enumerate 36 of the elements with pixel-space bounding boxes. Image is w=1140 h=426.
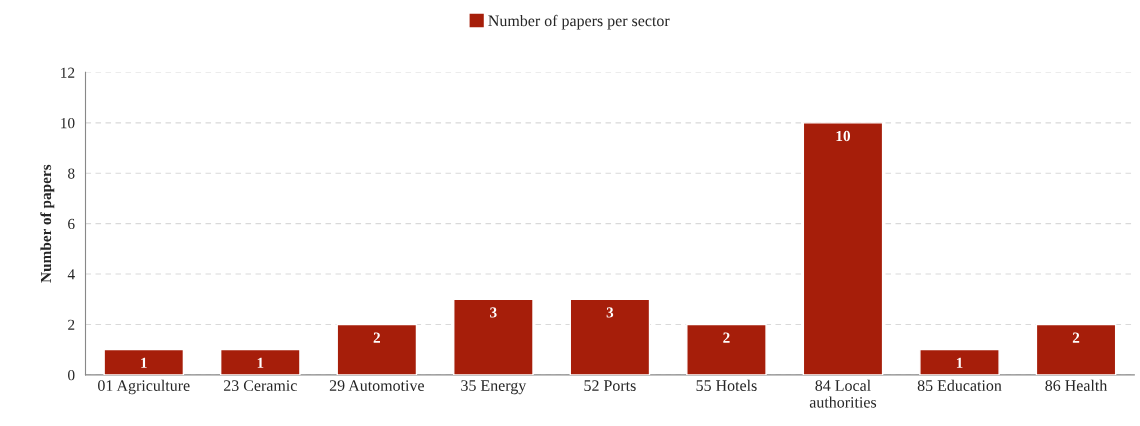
data-label: 2 bbox=[1072, 332, 1080, 343]
data-label: 3 bbox=[490, 307, 497, 318]
bar bbox=[919, 348, 1000, 375]
x-tick-label: 86 Health bbox=[1045, 379, 1108, 391]
bar bbox=[336, 323, 418, 375]
bar bbox=[802, 122, 884, 375]
bar bbox=[686, 323, 767, 375]
x-tick-label: 55 Hotels bbox=[696, 379, 757, 391]
x-tick-label: 52 Ports bbox=[584, 380, 636, 391]
y-tick-label: 4 bbox=[67, 269, 75, 280]
x-tick-label: 35 Energy bbox=[461, 380, 527, 395]
bar bbox=[453, 298, 534, 375]
bar bbox=[1035, 323, 1117, 375]
y-tick-label: 12 bbox=[61, 67, 75, 78]
bar bbox=[219, 348, 301, 375]
y-axis-title: Number of papers bbox=[40, 164, 55, 283]
data-label: 2 bbox=[723, 332, 730, 343]
y-tick-label: 0 bbox=[68, 370, 75, 381]
data-label: 2 bbox=[373, 332, 380, 343]
y-tick-label: 8 bbox=[68, 168, 75, 179]
x-tick-label: 84 Local authorities bbox=[809, 379, 877, 408]
data-label: 1 bbox=[956, 357, 963, 368]
bar bbox=[569, 298, 651, 375]
y-tick-label: 10 bbox=[61, 117, 75, 129]
data-label: 1 bbox=[141, 357, 147, 368]
x-tick-label: 85 Education bbox=[917, 379, 1002, 391]
x-tick-label: 01 Agriculture bbox=[98, 379, 190, 395]
y-tick-label: 6 bbox=[68, 218, 75, 230]
x-tick-label: 23 Ceramic bbox=[223, 380, 297, 391]
data-label: 10 bbox=[836, 130, 851, 142]
x-tick-label: 29 Automotive bbox=[329, 380, 424, 391]
data-label: 1 bbox=[257, 357, 264, 368]
y-tick-label: 2 bbox=[68, 319, 75, 330]
legend-label: Number of papers per sector bbox=[488, 14, 670, 30]
data-label: 3 bbox=[606, 307, 614, 318]
bar bbox=[103, 348, 185, 375]
